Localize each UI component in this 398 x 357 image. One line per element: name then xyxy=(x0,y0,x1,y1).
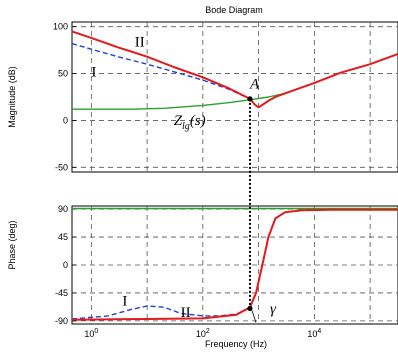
y-tick-label: 0 xyxy=(63,260,68,270)
annotation-label: II xyxy=(181,305,191,321)
magnitude-grid xyxy=(72,22,398,172)
y-tick-label: 45 xyxy=(58,232,68,242)
phase-series xyxy=(71,207,398,321)
y-tick-label: -90 xyxy=(55,316,68,326)
x-tick-label: 100 xyxy=(84,328,98,339)
magnitude-axis-label: Magnitude (dB) xyxy=(7,66,17,128)
y-tick-label: 0 xyxy=(63,115,68,125)
x-tick-label: 104 xyxy=(307,328,321,339)
annotation-label: γ xyxy=(270,301,277,317)
phase-axis-label: Phase (deg) xyxy=(7,220,17,269)
y-tick-label: -50 xyxy=(55,162,68,172)
frequency-axis-label: Frequency (Hz) xyxy=(205,339,267,349)
frequency-tick-labels: 100 102 104 xyxy=(84,328,321,339)
y-tick-label: 100 xyxy=(53,22,68,32)
annotation-label: II xyxy=(135,34,145,50)
gamma-angle-mark xyxy=(251,310,257,323)
annotation-label: I xyxy=(91,64,96,80)
magnitude-series-line xyxy=(71,30,398,109)
magnitude-plot-frame xyxy=(71,21,398,173)
chart-title: Bode Diagram xyxy=(205,5,263,15)
y-tick-label: -45 xyxy=(55,288,68,298)
magnitude-series-line xyxy=(71,42,251,100)
crossing-marker xyxy=(247,305,253,312)
magnitude-series-line xyxy=(72,92,286,110)
y-tick-label: 90 xyxy=(58,204,68,214)
annotation-label: A xyxy=(249,77,260,93)
annotation-label: I xyxy=(122,293,127,309)
phase-series-line xyxy=(71,208,398,321)
magnitude-plot: -50 0 50 100 xyxy=(53,21,398,173)
magnitude-tick-labels: -50 0 50 100 xyxy=(53,22,76,172)
point-a-marker xyxy=(247,96,253,102)
magnitude-series xyxy=(71,30,398,110)
annotation-label: Zlg(s) xyxy=(174,113,206,132)
y-tick-label: 50 xyxy=(58,69,68,79)
phase-plot: -90 -45 0 45 90 xyxy=(55,204,398,326)
x-tick-label: 102 xyxy=(196,328,210,339)
